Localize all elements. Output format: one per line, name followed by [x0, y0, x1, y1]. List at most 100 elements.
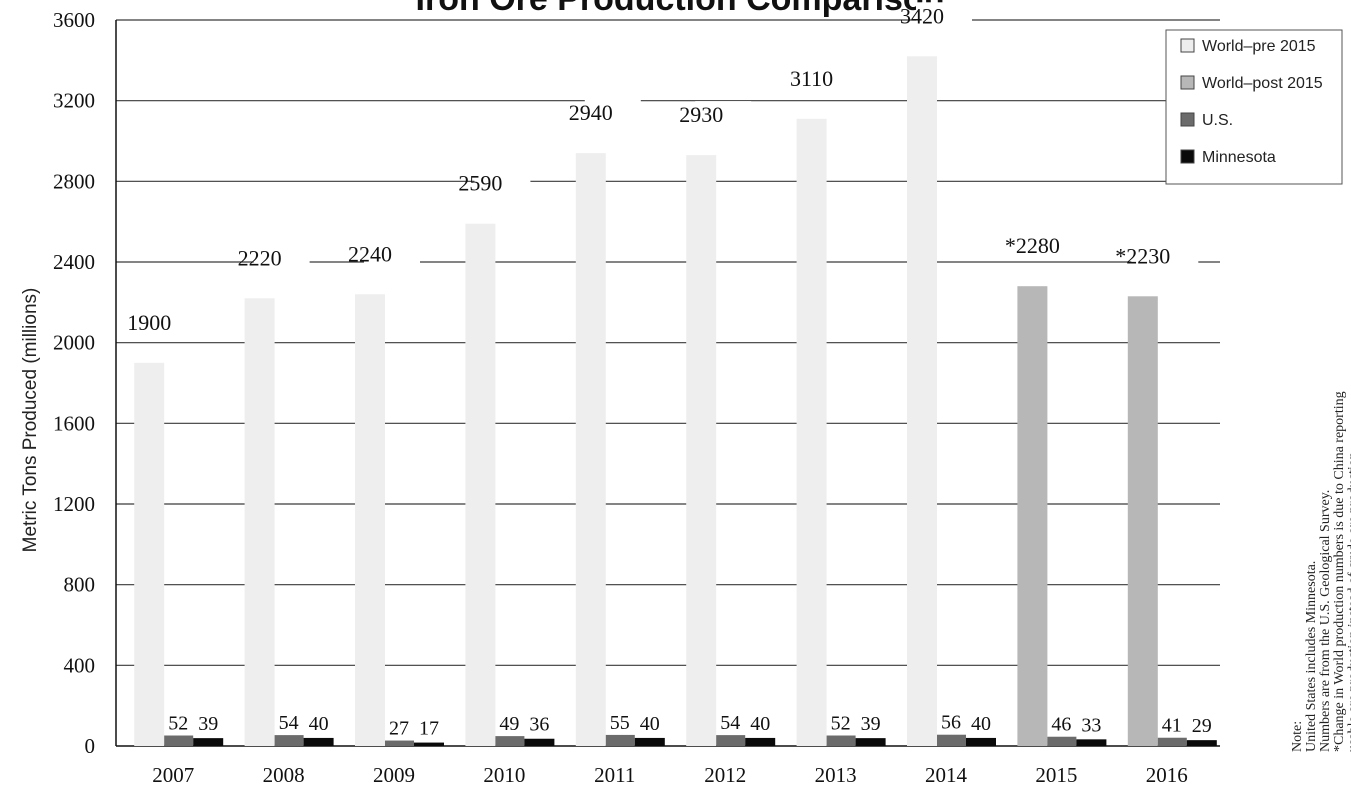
legend-label: U.S. — [1202, 112, 1233, 129]
bar-world-2012 — [686, 155, 717, 746]
y-tick-label: 2400 — [53, 250, 95, 274]
legend-swatch — [1180, 75, 1195, 90]
y-axis-label: Metric Tons Produced (millions) — [20, 288, 41, 553]
bar-minnesota-2016 — [1186, 740, 1217, 746]
data-label-minnesota-2008: 40 — [309, 713, 329, 735]
data-label-minnesota-2011: 40 — [640, 713, 660, 735]
bar-world-2014 — [907, 56, 937, 747]
data-label-minnesota-2012: 40 — [750, 713, 770, 735]
bar-us-2010 — [495, 736, 525, 746]
bar-world-2011 — [575, 153, 606, 747]
y-tick-label: 2000 — [53, 331, 95, 355]
bar-minnesota-2009 — [414, 742, 444, 746]
data-label-minnesota-2010: 36 — [529, 714, 549, 736]
data-label-minnesota-2007: 39 — [198, 713, 218, 735]
note-line: Numbers are from the U.S. Geological Sur… — [1318, 490, 1333, 752]
bar-world-2008 — [244, 298, 275, 746]
bar-minnesota-2013 — [855, 738, 886, 746]
bar-us-2009 — [385, 740, 414, 746]
data-label-world-2010: 2590 — [458, 171, 502, 196]
data-label-minnesota-2014: 40 — [971, 713, 991, 735]
data-label-us-2009: 27 — [389, 718, 409, 740]
data-label-world-2014: 3420 — [900, 3, 944, 28]
note-line: United States includes Minnesota. — [1304, 561, 1319, 752]
y-tick-labels: 0 400 800 1200 1600 2000 2400 2800 3200 3600 — [53, 8, 95, 758]
y-tick-label: 400 — [64, 653, 96, 677]
legend-label: World–post 2015 — [1202, 75, 1323, 92]
bar-world-2016 — [1127, 296, 1158, 746]
x-tick-label: 2010 — [483, 763, 525, 787]
data-label-world-2007: 1900 — [127, 310, 171, 335]
y-tick-label: 800 — [64, 573, 96, 597]
data-label-us-2011: 55 — [610, 712, 630, 734]
y-tick-label: 0 — [85, 734, 96, 758]
legend-label: World–pre 2015 — [1202, 38, 1316, 55]
bars — [134, 56, 1217, 747]
data-label-minnesota-2016: 29 — [1192, 715, 1212, 737]
bar-us-2014 — [937, 734, 966, 746]
x-tick-label: 2013 — [815, 763, 857, 787]
x-tick-label: 2015 — [1035, 763, 1077, 787]
label-knockout — [143, 308, 200, 335]
x-tick-labels: 2007 2008 2009 2010 2011 2012 2013 2014 2015 2016 — [152, 763, 1188, 787]
x-tick-label: 2014 — [925, 763, 968, 787]
label-knockout — [1020, 232, 1088, 259]
legend: World–pre 2015 World–post 2015 U.S. Minneso… — [1165, 29, 1343, 185]
label-knockout — [584, 99, 641, 126]
data-label-us-2015: 46 — [1051, 714, 1071, 736]
bar-world-2015 — [1017, 286, 1048, 746]
legend-box — [1165, 29, 1343, 185]
bar-minnesota-2007 — [193, 738, 224, 746]
label-knockout — [364, 240, 420, 267]
y-tick-label: 1600 — [53, 411, 95, 435]
legend-label: Minnesota — [1202, 149, 1276, 166]
note-line: usable ore production instead of crude o… — [1346, 449, 1351, 752]
label-knockout — [916, 2, 972, 29]
data-label-world-2013: 3110 — [790, 66, 833, 91]
data-label-minnesota-2015: 33 — [1081, 714, 1101, 736]
data-label-world-2009: 2240 — [348, 241, 392, 266]
bar-us-2015 — [1047, 736, 1077, 746]
data-label-us-2012: 54 — [720, 712, 740, 734]
data-label-minnesota-2009: 17 — [419, 718, 439, 740]
label-knockout — [805, 64, 862, 91]
x-tick-label: 2008 — [263, 763, 305, 787]
y-tick-label: 1200 — [53, 492, 95, 516]
x-tick-label: 2011 — [594, 763, 635, 787]
x-tick-label: 2007 — [152, 763, 194, 787]
bar-us-2007 — [164, 735, 194, 746]
data-label-us-2008: 54 — [279, 712, 299, 734]
x-tick-label: 2016 — [1146, 763, 1188, 787]
chart-title: Iron Ore Production Comparison — [416, 0, 945, 18]
data-label-world-2012: 2930 — [679, 102, 723, 127]
chart-notes: Note: United States includes Minnesota. Nu… — [1290, 391, 1351, 752]
bar-minnesota-2008 — [303, 737, 334, 746]
bar-us-2011 — [605, 734, 635, 746]
bar-us-2012 — [716, 735, 746, 746]
data-label-world-2008: 2220 — [238, 245, 282, 270]
y-tick-label: 3600 — [53, 8, 95, 32]
y-tick-label: 3200 — [53, 89, 95, 113]
x-tick-label: 2009 — [373, 763, 415, 787]
data-label-us-2016: 41 — [1162, 715, 1182, 737]
gridlines — [115, 19, 1220, 747]
data-label-us-2013: 52 — [831, 713, 851, 735]
data-label-us-2010: 49 — [499, 713, 519, 735]
data-label-us-2014: 56 — [941, 712, 961, 734]
label-knockout — [695, 101, 752, 128]
bar-minnesota-2012 — [745, 737, 776, 746]
bar-us-2008 — [274, 735, 304, 746]
bar-minnesota-2011 — [634, 737, 665, 746]
bar-world-2013 — [796, 118, 827, 747]
label-knockout — [474, 169, 531, 196]
legend-swatch — [1180, 149, 1195, 164]
legend-swatch — [1180, 38, 1195, 53]
bar-us-2016 — [1157, 737, 1187, 746]
bar-us-2013 — [826, 735, 856, 746]
note-line: Note: — [1290, 721, 1305, 752]
data-label-world-2016: *2230 — [1115, 243, 1170, 268]
data-label-world-2011: 2940 — [569, 100, 613, 125]
label-knockout — [1131, 242, 1199, 269]
